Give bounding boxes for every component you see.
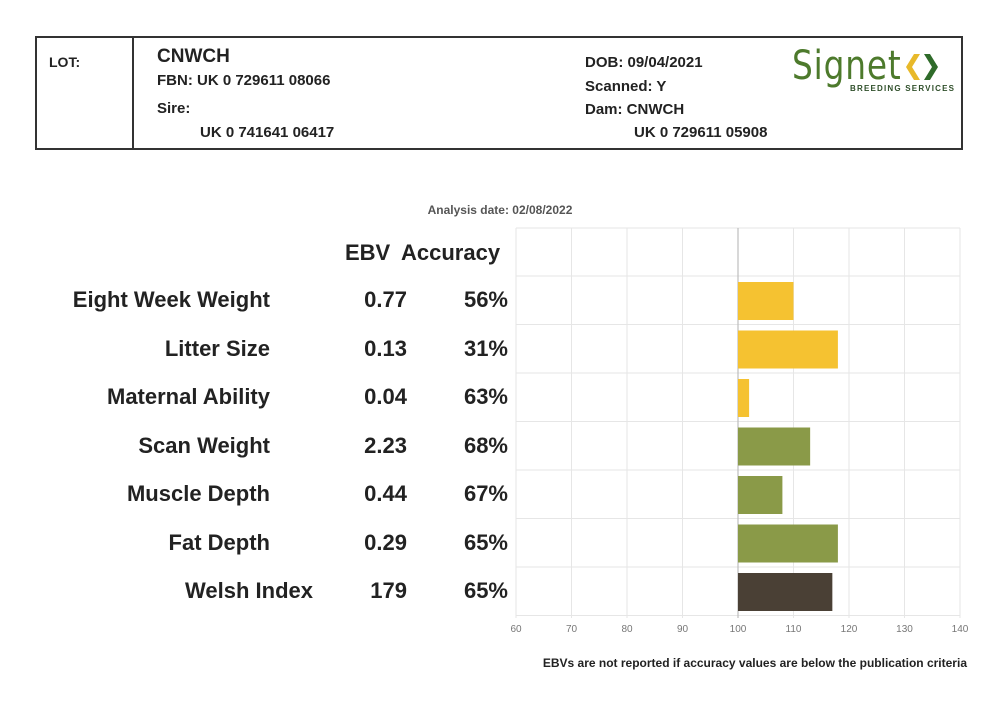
trait-name: Welsh Index — [185, 578, 313, 603]
header-divider — [132, 38, 134, 148]
accuracy-value: 67% — [463, 481, 508, 506]
ebv-value: 0.77 — [364, 287, 407, 312]
ebv-value: 2.23 — [364, 432, 407, 458]
lot-label: LOT: — [49, 54, 81, 70]
footnote: EBVs are not reported if accuracy values… — [542, 656, 967, 670]
ebv-value: 0.04 — [364, 384, 407, 409]
dam-id: UK 0 729611 05908 — [634, 124, 768, 141]
accuracy-column-header: Accuracy — [401, 240, 501, 265]
ebv-column-header: EBV — [345, 240, 391, 265]
trait-name: Eight Week Weight — [72, 287, 270, 312]
bar — [738, 476, 783, 514]
accuracy-value: 31% — [463, 335, 508, 361]
sire-id: UK 0 741641 06417 — [200, 124, 335, 141]
x-tick-label: 130 — [896, 624, 913, 635]
bar — [738, 379, 750, 417]
fbn-number: FBN: UK 0 729611 08066 — [157, 72, 331, 89]
x-tick-label: 60 — [510, 624, 522, 635]
trait-name: Fat Depth — [168, 529, 270, 555]
accuracy-value: 65% — [463, 529, 508, 555]
x-tick-label: 90 — [677, 624, 689, 635]
x-tick-label: 100 — [730, 624, 747, 635]
animal-id: CNWCH — [157, 46, 230, 67]
ebv-value: 179 — [370, 578, 407, 603]
bar — [738, 573, 833, 611]
trait-name: Maternal Ability — [107, 384, 270, 409]
trait-name: Litter Size — [164, 335, 270, 361]
x-tick-label: 120 — [841, 624, 858, 635]
analysis-date: Analysis date: 02/08/2022 — [427, 203, 573, 217]
trait-row: Welsh Index 179 65% — [0, 567, 520, 615]
trait-name: Scan Weight — [138, 432, 270, 458]
dam-label: Dam: CNWCH — [585, 101, 685, 118]
animal-info-box: LOT: CNWCH FBN: UK 0 729611 08066 Sire: … — [35, 36, 963, 150]
accuracy-value: 63% — [463, 384, 508, 409]
date-of-birth: DOB: 09/04/2021 — [585, 54, 703, 71]
ebv-value: 0.44 — [364, 481, 407, 506]
x-tick-label: 140 — [952, 624, 969, 635]
ebv-value: 0.29 — [364, 529, 407, 555]
bar — [738, 282, 794, 320]
ebv-bar-chart: 60 70 80 90 100 110 120 130 140 — [510, 227, 969, 635]
accuracy-value: 68% — [463, 432, 508, 458]
accuracy-value: 65% — [463, 578, 508, 603]
trait-row: Scan Weight 2.23 68% — [0, 422, 520, 470]
trait-row: Muscle Depth 0.44 67% — [0, 470, 520, 518]
scanned-status: Scanned: Y — [585, 78, 667, 95]
bar — [738, 427, 811, 466]
x-tick-label: 80 — [621, 624, 633, 635]
logo-wordmark: Signet — [792, 43, 902, 89]
bar — [738, 524, 838, 563]
trait-row: Maternal Ability 0.04 63% — [0, 373, 520, 421]
accuracy-value: 56% — [463, 287, 508, 312]
logo-subtitle: BREEDING SERVICES — [850, 84, 956, 93]
ebv-value: 0.13 — [364, 335, 407, 361]
trait-row: Litter Size 0.13 31% — [0, 325, 520, 373]
trait-row: Fat Depth 0.29 65% — [0, 519, 520, 567]
bar — [738, 330, 838, 369]
chevron-logo-icon — [906, 54, 938, 80]
trait-row: Eight Week Weight 0.77 56% — [0, 276, 520, 324]
x-tick-label: 110 — [786, 624, 802, 635]
sire-label: Sire: — [157, 100, 191, 117]
signet-logo: Signet BREEDING SERVICES — [792, 43, 956, 96]
trait-name: Muscle Depth — [126, 481, 270, 506]
x-tick-label: 70 — [566, 624, 578, 635]
